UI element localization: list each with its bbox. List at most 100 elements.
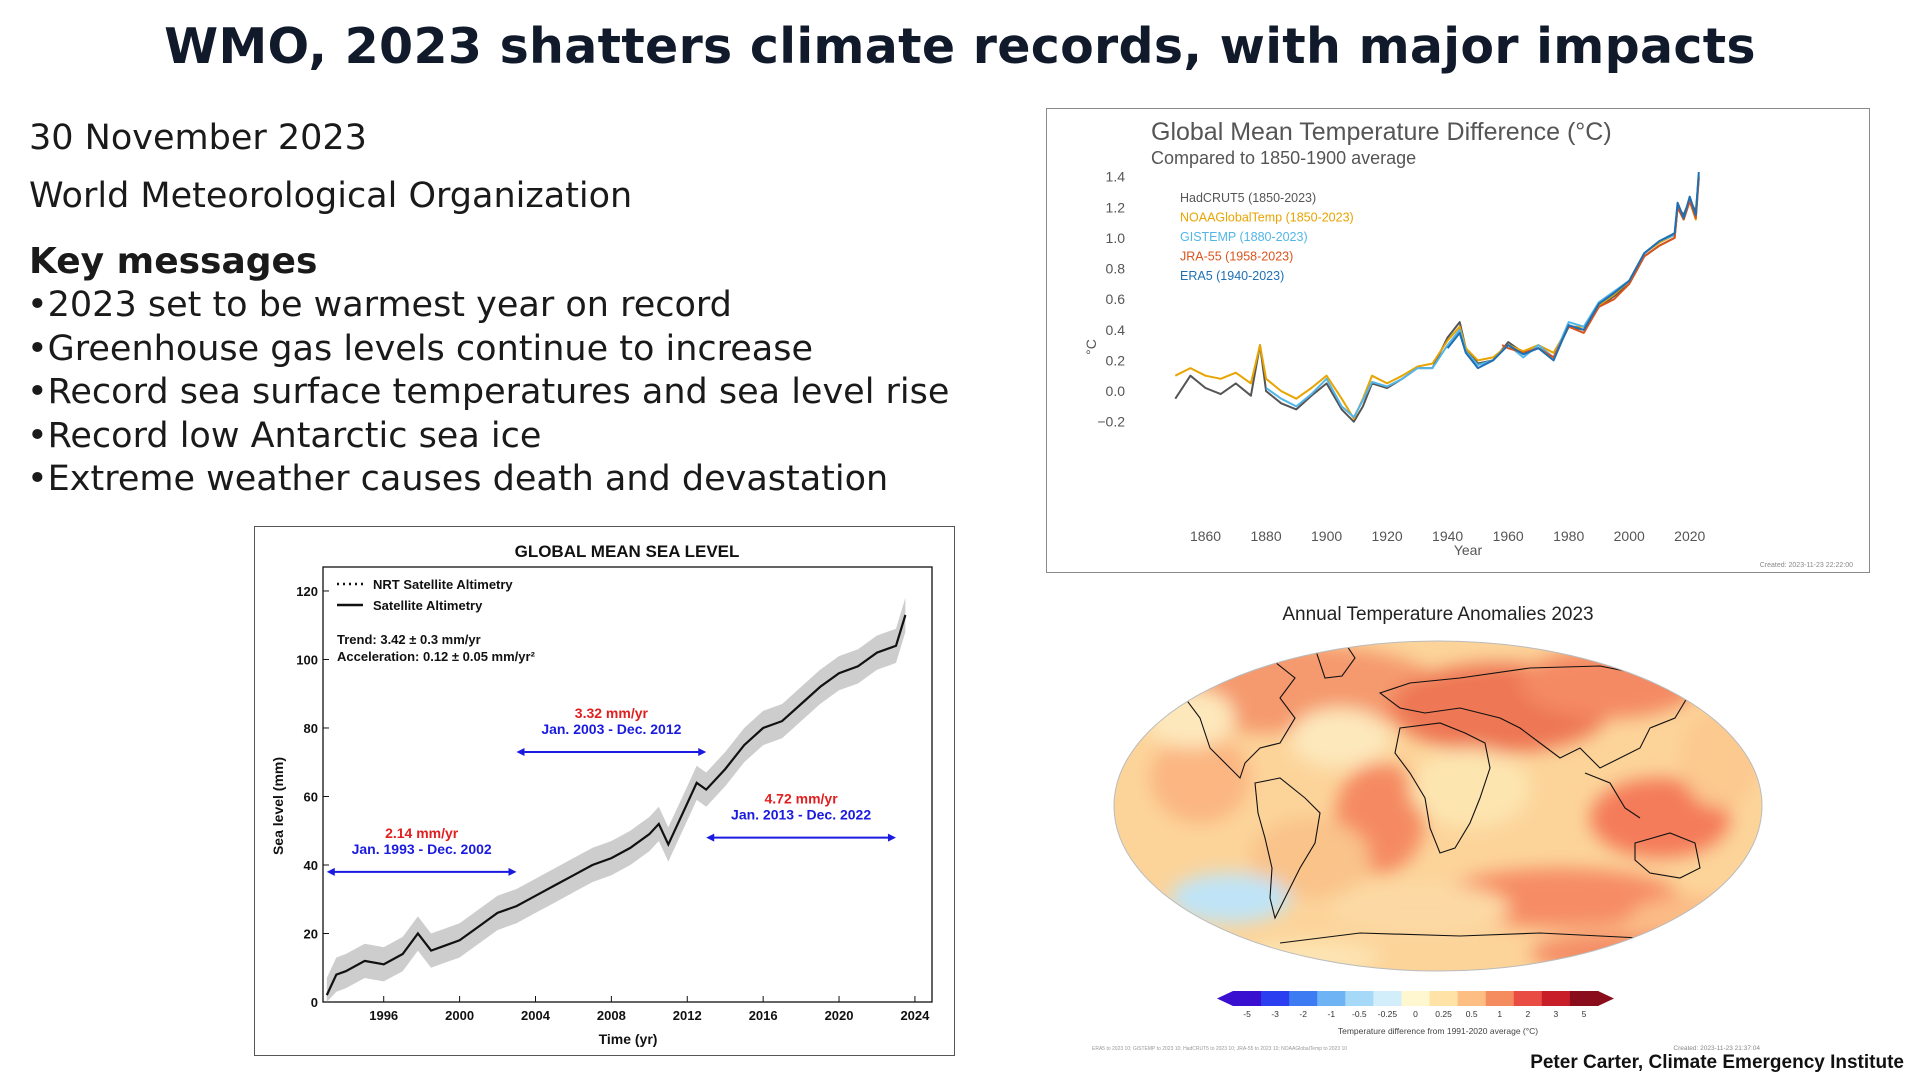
y-tick-label: 0.8 [1106,261,1126,277]
period-label: Jan. 2003 - Dec. 2012 [541,721,681,737]
y-tick-label: 80 [304,721,318,736]
bullet-item: •Record sea surface temperatures and sea… [27,372,950,412]
map-footnote-left: ERA5 to 2023 10; GISTEMP to 2023 10; Had… [1092,1046,1347,1052]
x-tick-label: 1900 [1311,528,1342,544]
slide-title: WMO, 2023 shatters climate records, with… [164,18,1756,75]
colorbar-tick-label: 5 [1582,1009,1587,1019]
legend-entry: GISTEMP (1880-2023) [1180,230,1308,244]
colorbar-cell [1429,991,1459,1006]
rate-label: 2.14 mm/yr [385,825,459,841]
colorbar-cell [1261,991,1290,1006]
colorbar-tick-label: -0.25 [1378,1009,1398,1019]
x-tick-label: 1880 [1250,528,1281,544]
period-label: Jan. 2013 - Dec. 2022 [731,807,871,823]
x-tick-label: 1920 [1372,528,1403,544]
x-tick-label: 1980 [1553,528,1584,544]
legend-entry: JRA-55 (1958-2023) [1180,250,1293,264]
arrow-head [516,747,525,756]
colorbar-tick-label: 3 [1554,1009,1559,1019]
y-tick-label: 1.4 [1106,169,1126,185]
anomaly-map: Annual Temperature Anomalies 2023 [1092,604,1763,1052]
sea-level-legend: NRT Satellite Altimetry Satellite Altime… [337,577,513,613]
colorbar-tick-label: 2 [1525,1009,1530,1019]
anomaly-map-panel: Annual Temperature Anomalies 2023 [1080,598,1830,1053]
credit-text: Peter Carter, Climate Emergency Institut… [1530,1052,1904,1073]
map-outline [1113,640,1763,972]
colorbar-cell [1345,991,1374,1006]
colorbar-tick-label: -3 [1271,1009,1279,1019]
date-text: 30 November 2023 [29,118,367,158]
bullet-item: •Greenhouse gas levels continue to incre… [27,328,814,369]
colorbar-cell [1541,991,1571,1006]
colorbar-cell [1513,991,1543,1006]
colorbar-cell [1233,991,1262,1006]
sea-level-series-line [325,614,907,996]
colorbar-tick-label: -5 [1243,1009,1251,1019]
y-tick-label: −0.2 [1097,414,1125,430]
temperature-x-label: Year [1454,542,1483,558]
colorbar-tick-label: 0 [1413,1009,1418,1019]
temperature-y-label: °C [1083,339,1099,355]
x-tick-label: 2020 [825,1008,854,1023]
colorbar-cell [1401,991,1431,1006]
bullet-item: •Record low Antarctic sea ice [27,415,542,456]
map-footnote-right: Created: 2023-11-23 21:37:04 [1673,1045,1760,1052]
temperature-footnote: Created: 2023-11-23 22:22:00 [1760,562,1853,569]
bullet-item: •2023 set to be warmest year on record [27,285,732,325]
x-tick-label: 1960 [1493,528,1524,544]
key-messages-list: •2023 set to be warmest year on record •… [27,284,949,502]
arrow-head [706,833,715,842]
sea-level-chart-title: GLOBAL MEAN SEA LEVEL [515,542,740,561]
sea-level-y-label: Sea level (mm) [270,757,286,855]
x-tick-label: 2008 [597,1008,626,1023]
rate-label: 4.72 mm/yr [765,791,839,807]
y-tick-label: 0.4 [1106,322,1126,338]
sea-level-chart: GLOBAL MEAN SEA LEVEL Sea level (mm) Tim… [270,542,933,1047]
x-tick-label: 1940 [1432,528,1463,544]
colorbar-cell [1485,991,1515,1006]
y-tick-label: 1.2 [1106,199,1126,215]
legend-entry: NRT Satellite Altimetry [373,577,513,592]
temperature-series-line [1446,172,1700,370]
arrow-head [887,833,896,842]
temperature-chart: Global Mean Temperature Difference (°C) … [1083,118,1853,569]
map-field [1114,641,1762,971]
sea-level-x-label: Time (yr) [599,1031,658,1047]
legend-entry: NOAAGlobalTemp (1850-2023) [1180,211,1354,225]
y-tick-label: 120 [296,584,318,599]
colorbar-label: Temperature difference from 1991-2020 av… [1338,1026,1538,1036]
colorbar-cell [1457,991,1487,1006]
arrow-head [698,747,707,756]
y-tick-label: 0.6 [1106,291,1126,307]
colorbar-tick-label: 0.5 [1466,1009,1478,1019]
uncertainty-band [326,597,906,1002]
x-tick-label: 1996 [369,1008,398,1023]
legend-entry: HadCRUT5 (1850-2023) [1180,191,1316,205]
y-tick-label: 40 [304,858,318,873]
colorbar-cell [1289,991,1318,1006]
colorbar-tick-label: 1 [1497,1009,1502,1019]
x-tick-label: 1860 [1190,528,1221,544]
colorbar-cell [1569,991,1599,1006]
y-tick-label: 100 [296,652,318,667]
y-tick-label: 0.0 [1106,383,1126,399]
organization-text: World Meteorological Organization [29,176,633,216]
x-tick-label: 2000 [1614,528,1645,544]
colorbar-tick-label: -0.5 [1352,1009,1367,1019]
acceleration-text: Acceleration: 0.12 ± 0.05 mm/yr² [337,649,536,664]
y-tick-label: 60 [304,789,318,804]
period-label: Jan. 1993 - Dec. 2002 [352,841,492,857]
colorbar-tick-label: 0.25 [1435,1009,1452,1019]
temperature-series-line [1501,178,1700,359]
x-tick-label: 2004 [521,1008,551,1023]
y-tick-label: 0.2 [1106,352,1126,368]
x-tick-label: 2024 [900,1008,930,1023]
legend-entry: Satellite Altimetry [373,598,483,613]
colorbar: -5 -3 -2 -1 -0.5 -0.25 0 0.25 0.5 1 2 3 5 [1217,991,1614,1019]
x-tick-label: 2020 [1674,528,1705,544]
x-tick-label: 2016 [749,1008,778,1023]
temperature-chart-subtitle: Compared to 1850-1900 average [1151,148,1416,168]
rate-label: 3.32 mm/yr [575,705,649,721]
colorbar-arrow-right [1598,991,1614,1006]
y-tick-label: 20 [304,926,318,941]
